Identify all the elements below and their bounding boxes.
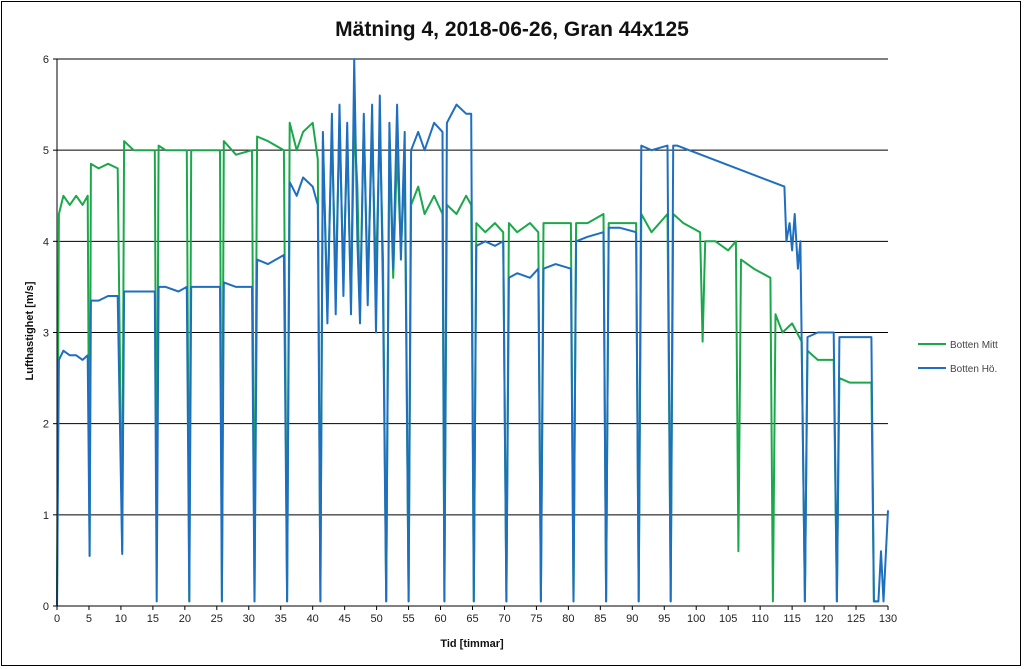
x-tick-label: 45: [339, 613, 351, 625]
x-tick-label: 10: [115, 613, 127, 625]
x-axis-ticks: 0 5 10 15 20 25 30 35 40 45 50 55 60 65 70 75 80 85 90 95 10…: [54, 606, 897, 625]
legend: Botten Mitt Botten Hö.: [918, 340, 998, 375]
x-tick-label: 100: [687, 613, 705, 625]
x-tick-label: 105: [719, 613, 737, 625]
x-tick-label: 15: [147, 613, 159, 625]
y-tick-label: 3: [43, 328, 49, 340]
x-tick-label: 20: [179, 613, 191, 625]
x-tick-label: 40: [307, 613, 319, 625]
x-tick-label: 55: [402, 613, 414, 625]
x-tick-label: 50: [370, 613, 382, 625]
x-tick-label: 120: [815, 613, 833, 625]
y-axis-label: Lufthastighet [m/s]: [24, 281, 36, 380]
x-tick-label: 0: [54, 613, 60, 625]
x-tick-label: 130: [879, 613, 897, 625]
legend-label: Botten Mitt: [950, 340, 998, 351]
x-tick-label: 70: [498, 613, 510, 625]
x-tick-label: 110: [751, 613, 769, 625]
y-tick-label: 1: [43, 510, 49, 522]
x-tick-label: 35: [275, 613, 287, 625]
axes: [56, 59, 888, 607]
x-tick-label: 60: [434, 613, 446, 625]
y-tick-label: 5: [43, 145, 49, 157]
x-tick-label: 75: [530, 613, 542, 625]
x-tick-label: 125: [847, 613, 865, 625]
y-tick-label: 6: [43, 54, 49, 66]
x-tick-label: 25: [211, 613, 223, 625]
y-axis-ticks: 0 1 2 3 4 5 6: [43, 54, 57, 613]
series-line-botten-mitt: [56, 121, 879, 607]
x-tick-label: 80: [562, 613, 574, 625]
y-tick-label: 0: [43, 601, 49, 613]
legend-label: Botten Hö.: [950, 364, 997, 375]
y-tick-label: 4: [43, 236, 49, 248]
series-line-botten-ho: [56, 58, 889, 607]
x-tick-label: 65: [466, 613, 478, 625]
x-tick-label: 5: [86, 613, 92, 625]
series-layer: [56, 58, 889, 607]
x-tick-label: 95: [658, 613, 670, 625]
x-tick-label: 30: [243, 613, 255, 625]
x-axis-label: Tid [timmar]: [440, 638, 504, 650]
x-tick-label: 85: [594, 613, 606, 625]
chart-title: Mätning 4, 2018-06-26, Gran 44x125: [335, 18, 689, 41]
x-tick-label: 90: [626, 613, 638, 625]
x-tick-label: 115: [783, 613, 801, 625]
y-tick-label: 2: [43, 419, 49, 431]
